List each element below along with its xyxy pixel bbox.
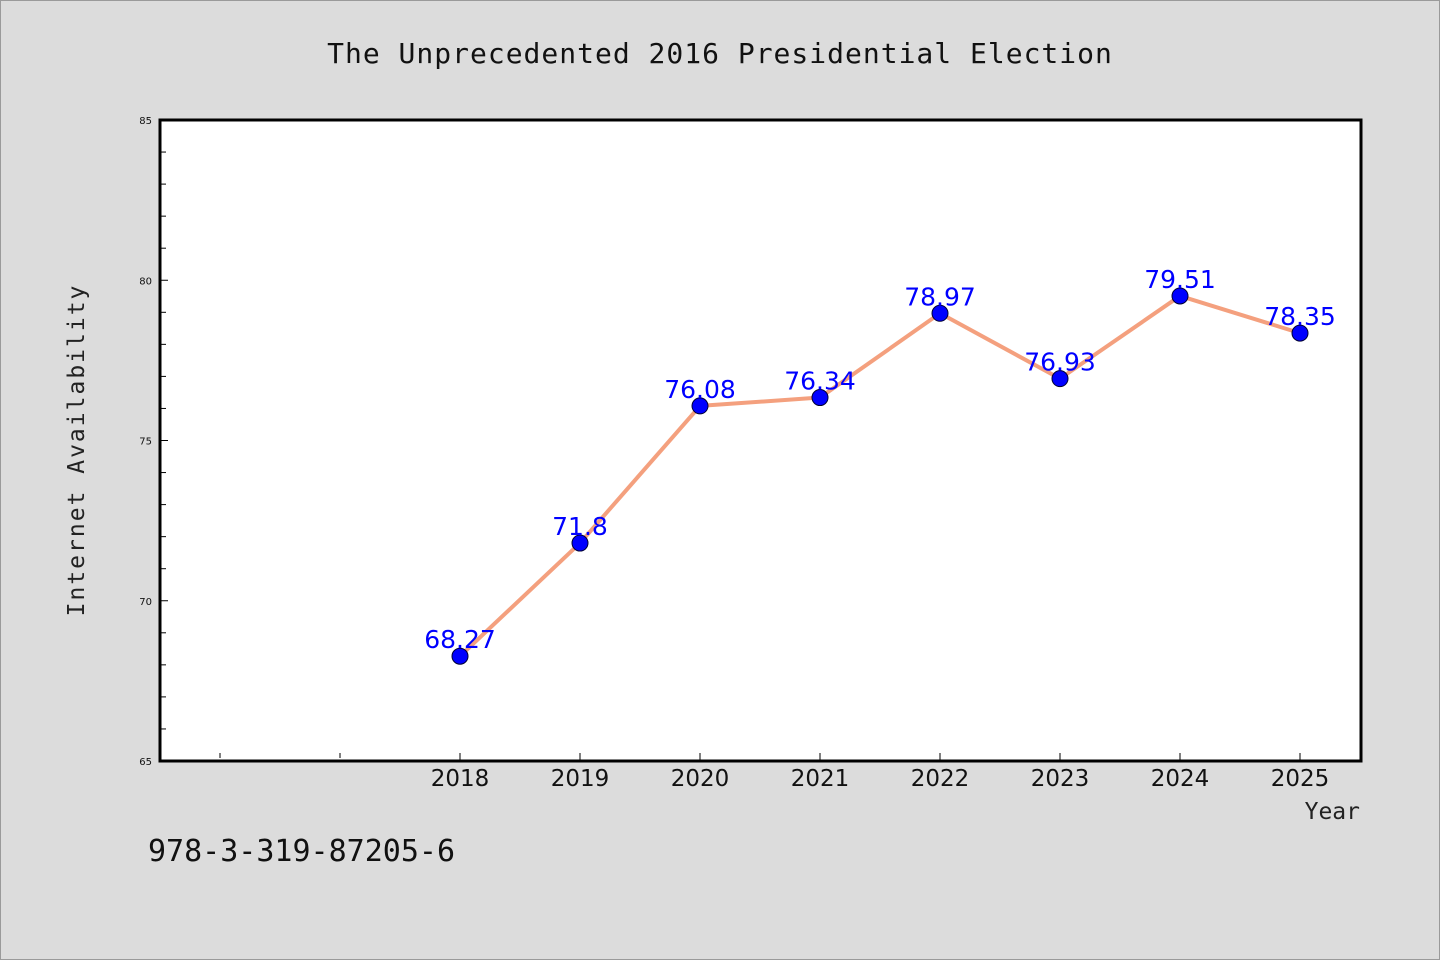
y-tick-label: 85 xyxy=(139,116,152,127)
x-tick-label: 2025 xyxy=(1271,766,1330,792)
data-point xyxy=(1171,287,1189,305)
data-label: 78.97 xyxy=(904,282,976,311)
data-point xyxy=(811,389,829,407)
chart-title: The Unprecedented 2016 Presidential Elec… xyxy=(327,37,1113,70)
data-label: 76.08 xyxy=(664,375,736,404)
y-tick-label: 70 xyxy=(139,597,152,608)
x-tick-label: 2021 xyxy=(791,766,850,792)
series-line xyxy=(458,293,1301,658)
data-series: 68.27 71.8 76.08 76.34 78.97 76.93 79.51 78.35 xyxy=(424,265,1336,665)
x-tick-label: 2022 xyxy=(911,766,970,792)
data-label: 71.8 xyxy=(552,512,608,541)
x-tick-label: 2020 xyxy=(671,766,730,792)
y-tick-label: 65 xyxy=(139,757,152,768)
data-point xyxy=(691,397,709,415)
isbn-footnote: 978-3-319-87205-6 xyxy=(148,834,456,869)
data-point xyxy=(1291,324,1309,342)
y-axis-label: Internet Availability xyxy=(64,284,90,617)
y-tick-label: 75 xyxy=(139,437,152,448)
data-point xyxy=(931,304,949,322)
data-point xyxy=(1051,370,1069,388)
data-label: 79.51 xyxy=(1144,265,1216,294)
x-tick-label: 2024 xyxy=(1151,766,1210,792)
data-label: 78.35 xyxy=(1264,302,1336,331)
x-axis: 2018 2019 2020 2021 2022 2023 2024 2025 xyxy=(219,753,1330,792)
plot-area xyxy=(158,118,1363,763)
x-axis-label: Year xyxy=(1305,799,1360,825)
data-label: 76.93 xyxy=(1024,348,1096,377)
x-tick-label: 2018 xyxy=(431,766,490,792)
data-point xyxy=(451,647,469,665)
data-label: 76.34 xyxy=(784,367,856,396)
data-point xyxy=(571,534,589,552)
y-axis: 65 70 75 80 85 xyxy=(139,116,168,768)
x-tick-label: 2019 xyxy=(551,766,610,792)
data-label: 68.27 xyxy=(424,625,496,654)
y-tick-label: 80 xyxy=(139,276,152,287)
x-tick-label: 2023 xyxy=(1031,766,1090,792)
